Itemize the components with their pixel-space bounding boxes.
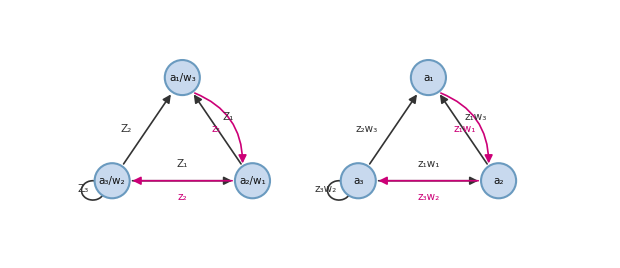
Circle shape — [411, 60, 446, 95]
Text: z₁w₁: z₁w₁ — [417, 159, 440, 169]
Circle shape — [165, 60, 200, 95]
Text: a₃: a₃ — [353, 176, 363, 186]
Text: a₂: a₂ — [494, 176, 504, 186]
Circle shape — [481, 163, 516, 198]
Text: a₂/w₁: a₂/w₁ — [239, 176, 266, 186]
Text: z₂w₃: z₂w₃ — [355, 124, 378, 134]
Circle shape — [235, 163, 270, 198]
Text: a₃/w₂: a₃/w₂ — [99, 176, 125, 186]
Text: a₁/w₃: a₁/w₃ — [169, 73, 196, 83]
Text: z₃w₂: z₃w₂ — [417, 192, 440, 202]
Text: Z₁: Z₁ — [177, 159, 188, 169]
Text: z₂: z₂ — [177, 192, 187, 202]
Text: Z₂: Z₂ — [121, 124, 132, 134]
Text: z₃w₂: z₃w₂ — [314, 184, 337, 194]
Text: Z₁: Z₁ — [222, 112, 233, 122]
Text: a₁: a₁ — [423, 73, 434, 83]
Text: z₁: z₁ — [211, 124, 221, 134]
Text: Z₃: Z₃ — [78, 184, 89, 194]
Text: z₁w₁: z₁w₁ — [453, 124, 476, 134]
Circle shape — [95, 163, 130, 198]
Text: z₁w₃: z₁w₃ — [465, 112, 487, 122]
Circle shape — [341, 163, 376, 198]
